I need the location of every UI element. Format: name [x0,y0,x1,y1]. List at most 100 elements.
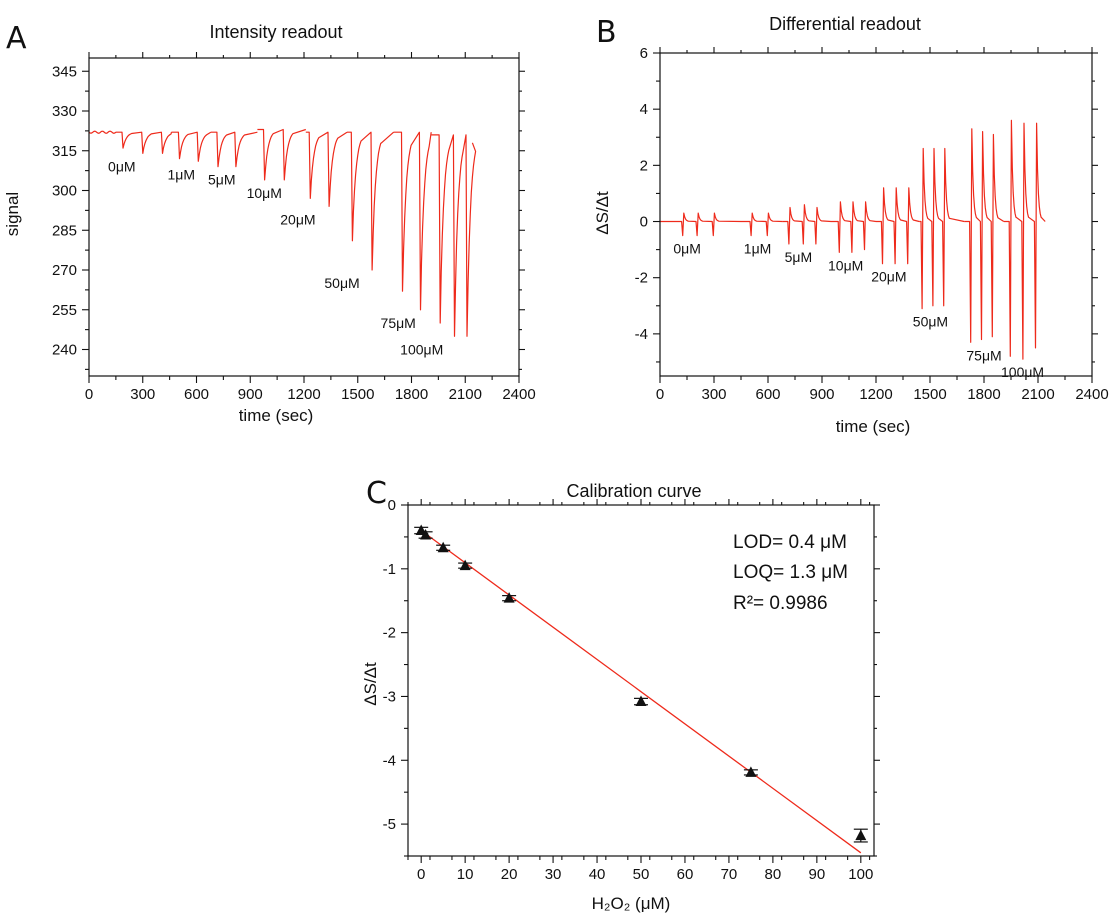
panel-a-ytick-label: 315 [52,143,77,160]
panel-a-ytick-label: 345 [52,63,77,80]
panel-a-xtick-label: 1500 [341,386,374,403]
panel-a-conc-label: 100μM [400,341,443,357]
panel-b-trace-20μM [876,187,920,265]
panel-b-xtick-label: 2100 [1021,386,1054,403]
panel-a-ytick-label: 330 [52,103,77,120]
panel-c-point [420,528,432,540]
panel-c-point [745,766,757,777]
panel-a-trace-50μM [347,131,394,271]
panel-a-trace-100μM [431,134,477,337]
panel-a-ytick-label: 255 [52,302,77,319]
panel-b-trace-100μM [1003,119,1046,360]
panel-c-xtick-label: 90 [809,866,826,883]
panel-a-xtick-label: 900 [238,386,263,403]
panel-a-trace-75μM [393,131,432,311]
panel-c-annotations: LOD= 0.4 μM LOQ= 1.3 μM R²= 0.9986 [733,532,848,614]
panel-b-conc-label: 1μM [744,241,772,257]
panel-c-xlabel: H₂O₂ (μM) [592,894,671,913]
panel-c-fit-line [420,530,862,854]
panel-a-baseline-trace [88,130,117,134]
panel-c-point [459,559,471,571]
panel-b-ytick-label: -2 [635,270,648,287]
panel-b-ytick-label: 0 [640,214,648,231]
panel-a-xtick-label: 1800 [395,386,428,403]
panel-b-xtick-label: 600 [755,386,780,403]
panel-c-point [503,592,515,603]
panel-b-xtick-label: 900 [809,386,834,403]
panel-b-ytick-label: -4 [635,326,648,343]
panel-b-letter: B [596,15,617,50]
panel-a-ylabel: signal [3,192,22,236]
panel-a-ytick-label: 300 [52,183,77,200]
r-squared-annotation: R²= 0.9986 [733,593,828,614]
panel-c-ytick-label: 0 [388,497,396,514]
panel-c-fit [420,530,862,854]
panel-b-title: Differential readout [769,14,921,34]
panel-b-axes: 0 300 600 900 1200 1500 1800 2100 2400 -4 -2 0 2 4 6 [635,45,1109,403]
lod-annotation: LOD= 0.4 μM [733,532,847,553]
loq-annotation: LOQ= 1.3 μM [733,562,848,583]
panel-b-xlabel: time (sec) [836,417,911,436]
panel-c-point [855,829,867,841]
panel-a-xtick-label: 2400 [502,386,535,403]
panel-a-ytick-label: 270 [52,262,77,279]
panel-b-xtick-label: 2400 [1075,386,1108,403]
panel-a-concentration-labels: 0μM 1μM 5μM 10μM 20μM 50μM 75μM 100μM [108,158,443,357]
panel-b-trace-0μM [660,212,742,237]
panel-b-conc-label: 0μM [673,241,701,257]
panel-b-conc-label: 75μM [966,347,1001,363]
panel-b-xtick-label: 1800 [967,386,1000,403]
panel-c-axes: 0 10 20 30 40 50 60 70 80 90 100 -5 -4 -3 -2 -1 0 [383,497,880,883]
panel-a-xtick-label: 1200 [287,386,320,403]
panel-c-letter: C [366,476,387,511]
panel-b-traces [660,119,1046,360]
panel-c-ytick-label: -5 [383,816,396,833]
panel-c-xtick-label: 100 [848,866,873,883]
panel-c-xtick-label: 30 [545,866,562,883]
panel-c-xtick-label: 40 [589,866,606,883]
panel-b-trace-1μM [741,212,783,237]
panel-c-ytick-label: -2 [383,625,396,642]
panel-c-point [437,541,449,553]
panel-a-xtick-label: 600 [184,386,209,403]
panel-b-ytick-label: 2 [640,157,648,174]
panel-b-xtick-label: 1200 [859,386,892,403]
panel-b-xtick-label: 1500 [913,386,946,403]
panel-b-ylabel: ΔS/Δt [593,191,612,235]
panel-b-xtick-label: 0 [656,386,664,403]
panel-c-xtick-label: 20 [501,866,518,883]
panel-b-conc-label: 20μM [871,269,906,285]
panel-b-differential-readout: B Differential readout time (sec) ΔS/Δt … [593,14,1109,436]
panel-c-xtick-label: 60 [677,866,694,883]
panel-b-ytick-label: 4 [640,101,648,118]
panel-a-conc-label: 75μM [381,315,416,331]
panel-a-ytick-label: 240 [52,342,77,359]
panel-a-conc-label: 1μM [167,166,195,182]
panel-a-conc-label: 10μM [247,185,282,201]
panel-a-xtick-label: 300 [130,386,155,403]
panel-c-calibration-curve: C Calibration curve H₂O₂ (μM) ΔS/Δt 0 10 2… [361,476,880,913]
panel-b-trace-5μM [782,204,832,245]
panel-c-plot-frame [407,504,875,857]
panel-a-trace-0μM [115,131,172,154]
panel-a-plot-frame [88,57,520,377]
panel-c-xtick-label: 10 [457,866,474,883]
panel-c-point [635,695,647,707]
panel-a-title: Intensity readout [209,22,342,42]
panel-c-ytick-label: -3 [383,688,396,705]
panel-c-points [414,524,868,843]
panel-b-trace-10μM [831,201,877,253]
panel-c-ylabel: ΔS/Δt [361,662,380,706]
panel-c-title: Calibration curve [566,481,701,501]
panel-a-conc-label: 50μM [324,275,359,291]
panel-b-conc-label: 10μM [828,257,863,273]
panel-c-xtick-label: 50 [633,866,650,883]
panel-a-trace-20μM [305,131,348,207]
panel-a-trace-1μM [171,131,212,162]
panel-c-ytick-label: -1 [383,561,396,578]
panel-a-xlabel: time (sec) [239,406,314,425]
panel-b-conc-label: 100μM [1001,364,1044,380]
panel-a-letter: A [6,21,27,56]
